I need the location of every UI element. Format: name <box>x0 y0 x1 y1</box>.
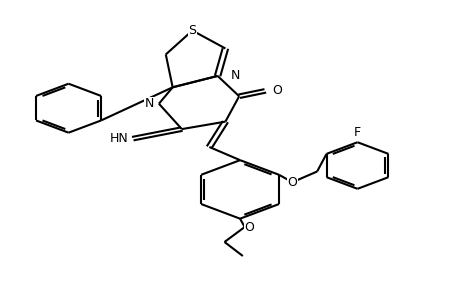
Text: F: F <box>353 126 360 139</box>
Text: HN: HN <box>109 132 128 145</box>
Text: O: O <box>287 176 297 189</box>
Text: O: O <box>272 84 281 98</box>
Text: N: N <box>230 68 239 82</box>
Text: O: O <box>244 220 254 233</box>
Text: S: S <box>188 24 196 37</box>
Text: N: N <box>145 97 154 110</box>
